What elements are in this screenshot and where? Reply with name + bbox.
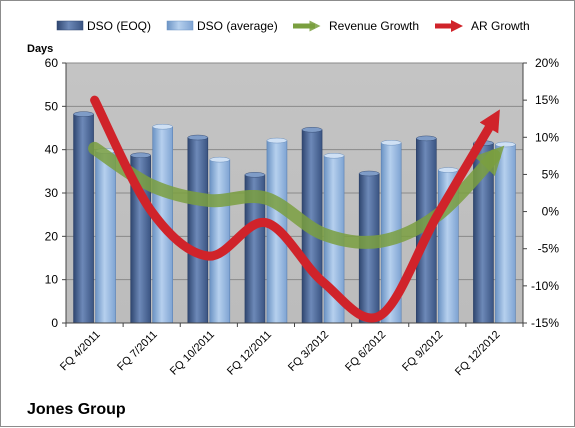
bar-dso-average [95,150,116,324]
legend-label-ar-growth: AR Growth [471,19,530,33]
legend-label-dso-eoq: DSO (EOQ) [87,19,151,33]
x-tick-label: FQ 12/2011 [225,329,274,378]
legend-item-ar-growth[interactable]: AR Growth [435,19,530,33]
legend-item-dso-eoq[interactable]: DSO (EOQ) [56,19,151,33]
y-tick-label: 20 [45,229,59,243]
y-tick-label: 10 [45,273,59,287]
company-name: Jones Group [27,401,126,418]
y-axis-title: Days [27,43,53,55]
legend-label-dso-average: DSO (average) [197,19,278,33]
y-tick-label: 40 [45,143,59,157]
x-tick-label: FQ 3/2012 [286,329,331,374]
bar-dso-eoq-cap [244,172,266,178]
bar-dso-eoq-cap [358,170,380,177]
legend-swatch-dso-eoq [56,20,84,31]
y2-tick-label: 5% [542,167,560,181]
x-tick-label: FQ 4/2011 [58,329,103,374]
legend-item-revenue-growth[interactable]: Revenue Growth [293,19,419,33]
bar-dso-average-cap [152,123,173,130]
bar-dso-eoq [187,137,209,324]
x-tick-label: FQ 6/2012 [343,329,388,374]
y-tick-label: 50 [45,99,59,113]
bar-dso-average-cap [266,137,288,144]
bar-dso-average-cap [209,156,231,163]
bar-dso-eoq-cap [130,152,151,159]
bar-dso-average-cap [495,141,516,148]
bar-dso-average-cap [380,140,402,146]
y2-tick-label: 0% [542,205,560,219]
line-ar-growth [90,95,500,323]
x-tick-label: FQ 9/2012 [400,329,445,374]
legend: DSO (EOQ) DSO (average) Revenue Growth A… [56,19,530,33]
growth-lines-group [88,95,505,323]
bar-dso-average-cap [438,167,459,173]
x-tick-label: FQ 7/2011 [115,329,160,374]
y2-tick-label: 15% [535,93,559,107]
bar-dso-eoq-cap [187,134,209,141]
y2-tick-label: -5% [538,242,560,256]
y-tick-label: 60 [45,56,59,70]
bar-dso-average [495,144,516,324]
bar-dso-average [209,159,231,324]
y2-tick-label: 20% [535,56,559,70]
legend-label-revenue-growth: Revenue Growth [329,19,419,33]
legend-swatch-dso-average [166,20,194,31]
y2-tick-label: -15% [531,316,559,330]
x-tick-label: FQ 12/2012 [453,329,503,379]
bar-dso-eoq-cap [73,111,94,117]
bar-dso-average-cap [323,153,345,159]
y-tick-label: 30 [45,186,59,200]
y2-tick-label: 10% [535,130,559,144]
x-tick-label: FQ 10/2011 [168,329,217,378]
y-tick-label: 0 [51,316,58,330]
legend-item-dso-average[interactable]: DSO (average) [166,19,278,33]
y2-tick-label: -10% [531,279,559,293]
bar-dso-eoq-cap [301,127,323,133]
bar-dso-eoq-cap [416,135,437,142]
